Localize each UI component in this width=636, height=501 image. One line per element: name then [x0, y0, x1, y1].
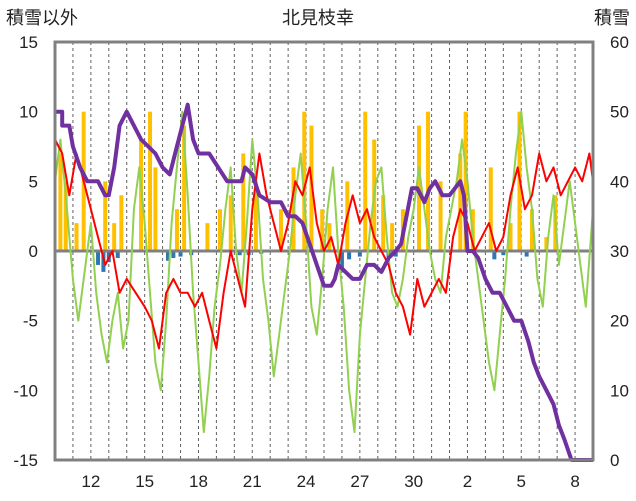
- precip-bar: [458, 153, 463, 251]
- x-tick-label: 2: [463, 472, 472, 491]
- right-tick-label: 60: [610, 33, 629, 52]
- precip-bar: [363, 111, 368, 252]
- precip-bar: [119, 195, 124, 251]
- precip-bar: [182, 125, 187, 251]
- precip-bar: [390, 223, 395, 251]
- negative_bars-bar: [524, 251, 529, 257]
- precip-bar: [278, 209, 283, 251]
- negative_bars-bar: [171, 251, 176, 258]
- precip-bar: [112, 223, 117, 251]
- negative_bars-bar: [165, 251, 170, 261]
- left-tick-label: -15: [13, 451, 38, 470]
- precip-bar: [153, 167, 158, 251]
- right-tick-label: 10: [610, 381, 629, 400]
- left-tick-label: 5: [29, 172, 38, 191]
- right-tick-label: 50: [610, 103, 629, 122]
- negative_bars-bar: [237, 251, 242, 256]
- left-axis-title: 積雪以外: [6, 8, 78, 28]
- frame-layer: [53, 40, 595, 462]
- x-tick-label: 8: [570, 472, 579, 491]
- chart-title: 北見枝幸: [282, 8, 354, 28]
- right-tick-label: 40: [610, 172, 629, 191]
- precip-bar: [320, 209, 325, 251]
- precip-bar: [508, 223, 513, 251]
- precip-bar: [381, 195, 386, 251]
- precip-bar: [463, 111, 468, 252]
- line-layer: [54, 102, 594, 462]
- snow_depth-line: [55, 102, 593, 462]
- x-tick-label: 18: [189, 472, 208, 491]
- precip-bar: [530, 209, 535, 251]
- negative_bars-bar: [357, 251, 362, 257]
- grid-layer: [72, 42, 576, 460]
- precip-bar: [253, 181, 258, 251]
- precip-bar: [174, 209, 179, 251]
- x-tick-label: 12: [81, 472, 100, 491]
- precip-bar: [426, 111, 431, 252]
- left-tick-label: 15: [19, 33, 38, 52]
- left-tick-label: -5: [23, 312, 38, 331]
- precip-bar: [228, 195, 233, 251]
- right-axis-title: 積雪: [594, 8, 630, 28]
- precip-bar: [327, 223, 332, 251]
- negative_bars-bar: [115, 251, 120, 258]
- x-tick-label: 27: [350, 472, 369, 491]
- precip-bar: [63, 181, 68, 251]
- precip-bar: [103, 181, 108, 251]
- negative_bars-bar: [178, 251, 183, 257]
- x-tick-label: 5: [517, 472, 526, 491]
- x-tick-label: 21: [243, 472, 262, 491]
- precip-bar: [544, 237, 549, 251]
- x-tick-label: 30: [404, 472, 423, 491]
- right-tick-label: 30: [610, 242, 629, 261]
- precip-bar: [241, 153, 246, 251]
- negative_bars-bar: [96, 251, 101, 265]
- left-tick-label: 0: [29, 242, 38, 261]
- precip-bar: [488, 167, 493, 251]
- left-tick-label: 10: [19, 103, 38, 122]
- right-tick-label: 20: [610, 312, 629, 331]
- precip-bar: [217, 209, 222, 251]
- negative_bars-bar: [339, 251, 344, 268]
- precip-bar: [302, 111, 307, 252]
- precip-bar: [58, 153, 63, 251]
- negative_bars-bar: [393, 251, 398, 257]
- left-tick-label: -10: [13, 381, 38, 400]
- precip-bar: [148, 111, 153, 252]
- right-tick-label: 0: [610, 451, 619, 470]
- precip-bar: [205, 223, 210, 251]
- x-tick-label: 15: [135, 472, 154, 491]
- precip-bar: [74, 223, 79, 251]
- negative_bars-bar: [492, 251, 497, 260]
- plot-frame: [53, 40, 595, 462]
- min_temp-line: [54, 110, 594, 434]
- x-tick-label: 24: [297, 472, 316, 491]
- negative_bars-bar: [501, 251, 506, 256]
- negative_bars-bar: [347, 251, 352, 260]
- max_temp-line: [54, 139, 594, 350]
- precip-bar: [438, 181, 443, 251]
